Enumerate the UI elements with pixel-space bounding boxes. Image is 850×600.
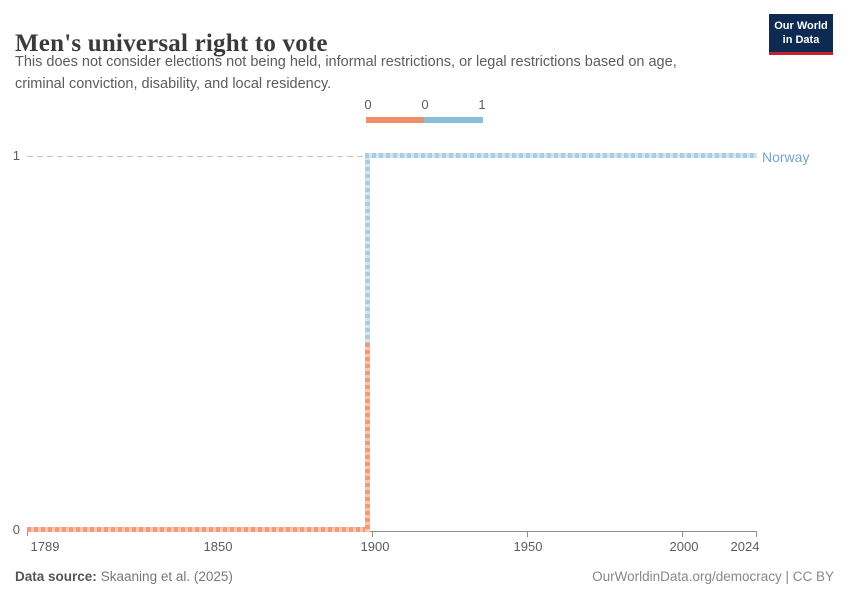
norway-series-segment-value-1[interactable] — [365, 153, 757, 158]
owid-logo-line-1: Our World — [774, 20, 828, 32]
data-source-note: Data source: Skaaning et al. (2025) — [15, 569, 233, 584]
norway-series-step-lower — [365, 343, 370, 532]
x-axis-label-1950: 1950 — [513, 539, 543, 554]
legend-swatch-value-1[interactable] — [424, 117, 483, 123]
x-axis-label-2024: 2024 — [730, 539, 760, 554]
x-axis-tick-1900 — [372, 532, 373, 537]
legend-tick-1: 0 — [421, 97, 429, 112]
page-title: Men's universal right to vote — [15, 29, 328, 57]
subtitle-line-1: This does not consider elections not bei… — [15, 54, 677, 70]
x-axis-line — [365, 531, 757, 532]
series-entity-label[interactable]: Norway — [762, 149, 810, 165]
legend-swatch-value-0[interactable] — [366, 117, 424, 123]
x-axis-label-2000: 2000 — [669, 539, 699, 554]
owid-logo-line-2: in Data — [782, 34, 820, 47]
x-axis-tick-2000 — [682, 532, 683, 537]
y-axis-label-0: 0 — [12, 522, 20, 537]
x-axis-label-1789: 1789 — [30, 539, 60, 554]
chart-subtitle: This does not consider elections not bei… — [15, 51, 677, 96]
subtitle-line-2: criminal conviction, disability, and loc… — [15, 76, 332, 93]
data-source-value: Skaaning et al. (2025) — [100, 569, 233, 584]
x-axis-label-1900: 1900 — [360, 539, 390, 554]
legend-tick-2: 1 — [478, 97, 486, 112]
data-source-label: Data source: — [15, 569, 97, 584]
legend-tick-0: 0 — [364, 97, 372, 112]
x-axis-tick-2024 — [756, 532, 757, 537]
norway-series-step-upper — [365, 153, 370, 343]
x-axis-tick-1789 — [27, 532, 28, 536]
owid-logo[interactable]: Our World in Data — [769, 14, 833, 55]
x-axis-label-1850: 1850 — [203, 539, 233, 554]
norway-series-segment-value-0[interactable] — [27, 527, 365, 532]
x-axis-tick-1950 — [527, 532, 528, 537]
y-axis-label-1: 1 — [12, 148, 20, 163]
license-link[interactable]: OurWorldinData.org/democracy | CC BY — [592, 569, 834, 584]
